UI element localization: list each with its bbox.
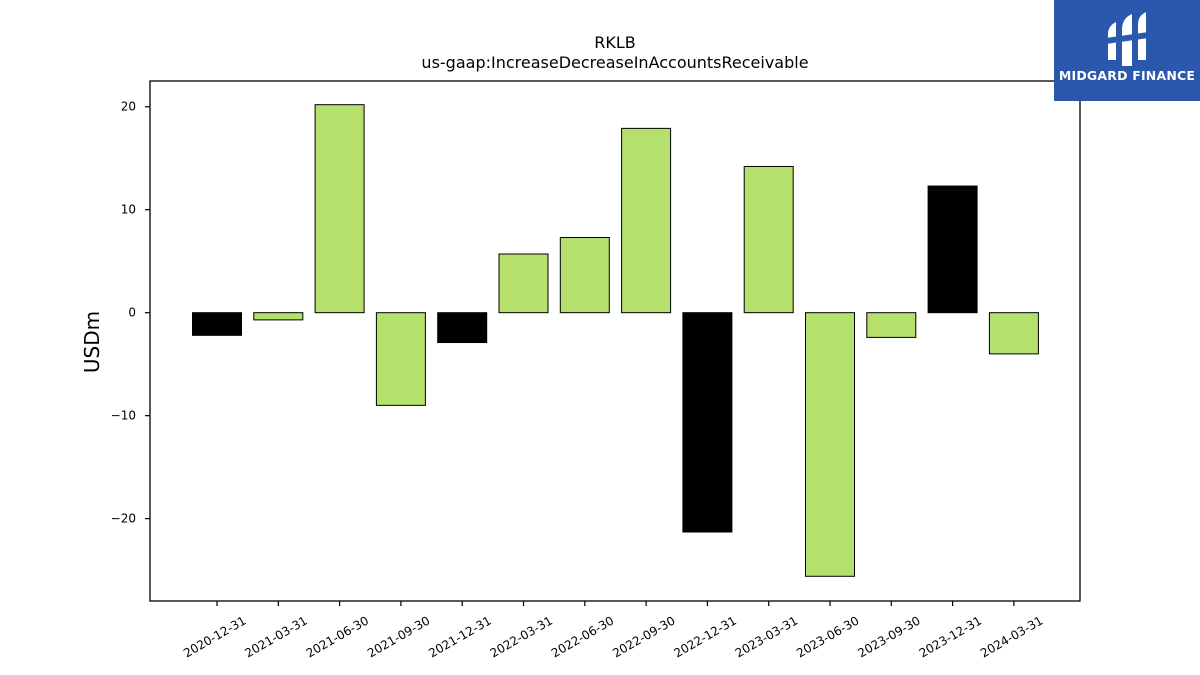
bar-2022-03-31 [498, 253, 549, 314]
bar-2023-12-31 [927, 185, 978, 314]
bar-2023-09-30 [866, 312, 917, 338]
x-tick-label: 2023-03-31 [733, 613, 800, 660]
chart-subtitle: us-gaap:IncreaseDecreaseInAccountsReceiv… [421, 53, 808, 72]
brand-logo: MIDGARD FINANCE [1054, 0, 1200, 101]
x-tick-label: 2023-09-30 [855, 613, 922, 660]
bar-2022-12-31 [682, 312, 733, 533]
x-tick-label: 2020-12-31 [181, 613, 248, 660]
x-tick-label: 2023-06-30 [794, 613, 861, 660]
bar-2022-09-30 [621, 127, 672, 314]
y-tick-label: −20 [111, 512, 136, 526]
x-tick-label: 2022-12-31 [671, 613, 738, 660]
bar-2023-03-31 [743, 165, 794, 314]
x-tick-label: 2023-12-31 [917, 613, 984, 660]
x-tick-label: 2022-06-30 [549, 613, 616, 660]
midgard-logo-icon [1106, 12, 1148, 66]
brand-name: MIDGARD FINANCE [1058, 68, 1196, 83]
y-tick-label: −10 [111, 409, 136, 423]
bar-2021-06-30 [314, 104, 365, 314]
bar-2023-06-30 [805, 312, 855, 577]
plot-frame [149, 80, 1081, 602]
bar-2021-03-31 [253, 312, 304, 321]
x-tick-label: 2024-03-31 [978, 613, 1045, 660]
x-tick-label: 2022-03-31 [488, 613, 555, 660]
y-tick-label: 10 [121, 203, 136, 217]
y-tick-label: 0 [128, 306, 136, 320]
x-tick-label: 2021-06-30 [304, 613, 371, 660]
y-axis-label: USDm [80, 311, 104, 373]
y-axis-ticks: −20 −10 0 10 20 [111, 100, 150, 526]
x-tick-label: 2021-12-31 [426, 613, 493, 660]
x-tick-label: 2021-03-31 [242, 613, 309, 660]
bars-group [192, 104, 1039, 577]
chart-title: RKLB [594, 33, 636, 52]
x-tick-label: 2021-09-30 [365, 613, 432, 660]
x-tick-label: 2022-09-30 [610, 613, 677, 660]
bar-2020-12-31 [192, 312, 242, 336]
bar-2024-03-31 [988, 312, 1039, 355]
bar-2021-12-31 [437, 312, 488, 344]
x-axis-ticks: 2020-12-312021-03-312021-06-302021-09-30… [181, 601, 1045, 660]
y-tick-label: 20 [121, 100, 136, 114]
bar-2021-09-30 [375, 312, 426, 406]
bar-2022-06-30 [559, 237, 610, 314]
